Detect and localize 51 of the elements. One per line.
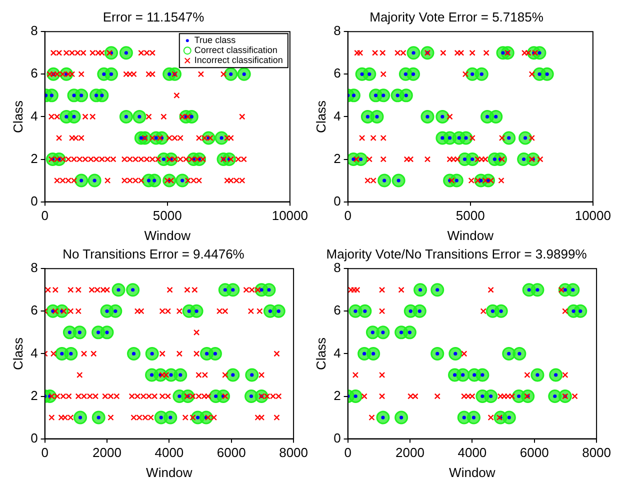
y-tick-label: 4 [30,345,38,360]
x-axis-title: Window [449,464,496,480]
x-tick-label: 2000 [92,445,122,460]
y-tick-label: 0 [30,430,38,446]
x-tick-label: 5000 [152,208,182,224]
y-axis-title: Class [313,100,328,133]
y-tick-label: 2 [334,150,341,166]
y-tick-label: 8 [334,23,341,38]
y-tick-label: 8 [30,23,38,38]
x-tick-label: 8000 [582,445,611,460]
chart-title: No Transitions Error = 9.4476% [62,246,245,262]
x-tick-label: 0 [344,445,352,460]
y-tick-label: 0 [30,193,38,208]
y-axis-title: Class [10,100,26,133]
y-tick-label: 2 [30,388,38,403]
x-tick-label: 0 [41,208,48,224]
x-tick-label: 8000 [279,445,308,460]
y-tick-label: 2 [30,150,38,166]
y-tick-label: 6 [334,66,341,81]
y-tick-label: 6 [30,302,38,318]
x-axis-title: Window [447,228,494,243]
y-tick-label: 4 [334,345,341,360]
chart-title: Majority Vote Error = 5.7185% [370,9,544,24]
legend-label: Incorrect classification [194,55,283,66]
x-tick-label: 10000 [272,208,308,224]
x-axis-title: Window [146,464,193,480]
x-tick-label: 2000 [396,445,424,460]
chart-title: Majority Vote/No Transitions Error = 3.9899% [326,246,588,262]
y-tick-label: 6 [30,66,38,81]
y-axis-title: Class [10,336,26,370]
x-tick-label: 10000 [574,208,612,224]
y-tick-label: 8 [30,260,38,276]
x-tick-label: 6000 [216,445,246,460]
x-tick-label: 4000 [458,445,487,460]
x-tick-label: 0 [41,445,48,460]
x-axis-title: Window [144,228,192,243]
x-tick-label: 6000 [520,445,549,460]
y-tick-label: 8 [334,260,341,276]
y-tick-label: 4 [30,108,38,124]
chart-title: Error = 11.1547% [102,9,205,24]
y-axis-title: Class [313,336,328,370]
y-tick-label: 4 [334,108,341,124]
y-tick-label: 0 [334,430,341,446]
y-tick-label: 6 [334,302,341,318]
y-tick-label: 0 [334,193,341,208]
x-tick-label: 0 [344,208,352,224]
x-tick-label: 5000 [456,208,485,224]
legend-label: True class [194,35,236,46]
x-tick-label: 4000 [154,445,184,460]
y-tick-label: 2 [334,388,341,403]
legend-label: Correct classification [194,45,278,56]
